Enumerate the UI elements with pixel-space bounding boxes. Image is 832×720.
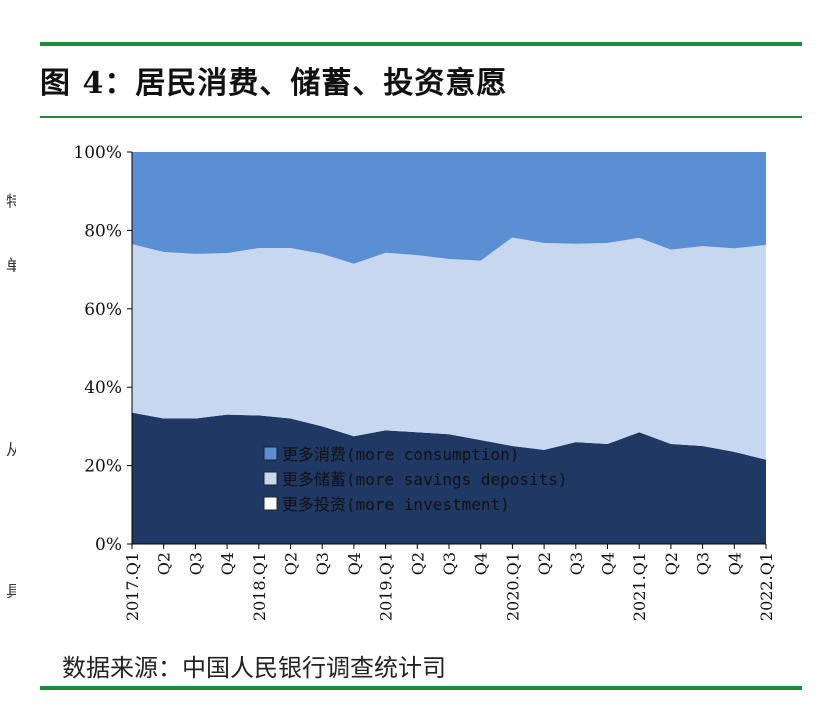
- x-tick-label: Q3: [694, 552, 713, 575]
- source-note: 数据来源：中国人民银行调查统计司: [62, 654, 446, 682]
- x-tick-label: 2018.Q1: [250, 552, 269, 621]
- x-axis: 2017.Q1 Q2 Q3 Q4 2018.Q1 Q2 Q3 Q4 2019.Q1 Q2 Q3 Q4 2…: [123, 543, 776, 621]
- x-tick-label: Q2: [408, 552, 427, 575]
- y-tick-label: 0%: [95, 535, 122, 555]
- legend-label: 更多消费(more consumption): [282, 445, 519, 464]
- bottom-rule: [40, 686, 802, 690]
- legend-swatch: [263, 446, 278, 461]
- y-tick-label: 80%: [84, 221, 122, 241]
- x-tick-label: Q2: [155, 552, 174, 575]
- x-tick-label: 2020.Q1: [503, 552, 522, 621]
- title-rule: [40, 116, 802, 118]
- x-tick-label: Q3: [186, 552, 205, 575]
- x-tick-label: Q3: [313, 552, 332, 575]
- stacked-area-chart: 0% 20% 40% 60% 80% 100% 2017.Q1 Q2 Q3 Q4 2018.Q1 Q…: [73, 143, 776, 621]
- y-tick-label: 40%: [84, 378, 122, 398]
- margin-text-fragment: 从: [6, 440, 16, 456]
- x-tick-label: Q2: [662, 552, 681, 575]
- x-tick-label: Q4: [218, 552, 237, 575]
- margin-text-fragment: 单: [6, 256, 16, 272]
- legend-swatch: [263, 496, 278, 511]
- x-tick-label: Q4: [725, 552, 744, 575]
- chart-legend: 更多消费(more consumption) 更多储蓄(more savings …: [263, 445, 568, 514]
- y-axis: 0% 20% 40% 60% 80% 100%: [73, 143, 133, 555]
- legend-label: 更多投资(more investment): [282, 495, 510, 514]
- x-tick-label: Q4: [472, 552, 491, 575]
- y-tick-label: 100%: [73, 143, 122, 163]
- legend-swatch: [263, 471, 278, 486]
- top-rule: [40, 42, 802, 46]
- area-series-1: [132, 412, 766, 544]
- area-series-group: [132, 152, 766, 544]
- margin-text-fragment: 特: [6, 192, 16, 208]
- figure-title: 图 4：居民消费、储蓄、投资意愿: [40, 66, 508, 101]
- y-tick-label: 60%: [84, 300, 122, 320]
- x-tick-label: 2017.Q1: [123, 552, 142, 621]
- margin-text-fragment: 具: [6, 582, 16, 598]
- x-tick-label: 2022.Q1: [757, 552, 776, 621]
- area-series-3: [132, 152, 766, 264]
- x-tick-label: Q2: [282, 552, 301, 575]
- legend-label: 更多储蓄(more savings deposits): [282, 470, 568, 489]
- x-tick-label: Q3: [440, 552, 459, 575]
- x-tick-label: Q4: [345, 552, 364, 575]
- y-tick-label: 20%: [84, 457, 122, 477]
- x-tick-label: Q2: [535, 552, 554, 575]
- area-series-2: [132, 237, 766, 460]
- x-tick-label: Q4: [599, 552, 618, 575]
- x-tick-label: 2019.Q1: [377, 552, 396, 621]
- x-tick-label: 2021.Q1: [630, 552, 649, 621]
- x-tick-label: Q3: [567, 552, 586, 575]
